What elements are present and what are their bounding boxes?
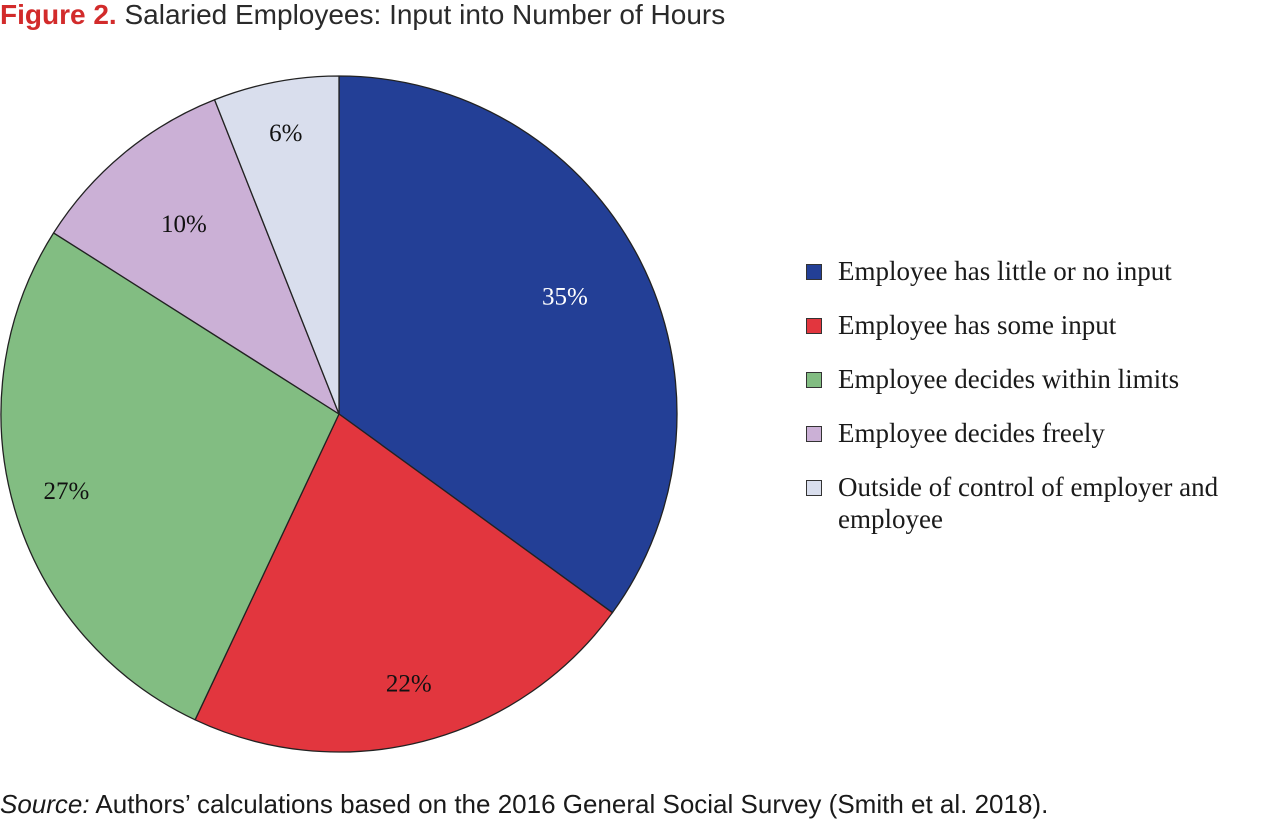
legend-swatch [806,372,822,388]
legend-label: Employee decides within limits [838,364,1180,394]
legend-swatch [806,426,822,442]
pie-slice-label: 22% [386,670,432,697]
source-text: Authors’ calculations based on the 2016 … [89,789,1049,819]
pie-slice-labels: 35% 22% 27% 10% 6% [43,120,587,698]
pie-slices [0,75,678,753]
legend-swatch [806,480,822,496]
legend-label: Outside of control of employer and emplo… [838,472,1219,534]
pie-slice [213,75,340,415]
pie-slice-label: 35% [542,284,588,311]
legend-item-decides-freely: Employee decides freely [806,417,1276,449]
chart-title: Salaried Employees: Input into Number of… [124,0,726,30]
legend-item-some-input: Employee has some input [806,309,1276,341]
source-note: Source: Authors’ calculations based on t… [0,788,1048,820]
pie-slice-label: 27% [43,478,89,505]
pie-slice [52,99,340,415]
legend-label: Employee decides freely [838,418,1105,448]
figure-label: Figure 2. [0,0,117,30]
pie-chart: 35% 22% 27% 10% 6% [0,75,678,753]
legend-item-little-or-no-input: Employee has little or no input [806,255,1276,287]
legend-swatch [806,264,822,280]
figure-title: Figure 2. Salaried Employees: Input into… [0,0,725,32]
pie-slice [0,232,340,721]
pie-slice-label: 10% [161,211,207,238]
legend-swatch [806,318,822,334]
legend-label: Employee has little or no input [838,256,1172,286]
source-label: Source: [0,789,90,819]
pie-slice [338,75,678,614]
pie-slice-label: 6% [269,120,302,147]
legend-item-within-limits: Employee decides within limits [806,363,1276,395]
legend-item-outside-control: Outside of control of employer and emplo… [806,471,1276,535]
legend: Employee has little or no input Employee… [806,255,1276,557]
legend-label: Employee has some input [838,310,1117,340]
